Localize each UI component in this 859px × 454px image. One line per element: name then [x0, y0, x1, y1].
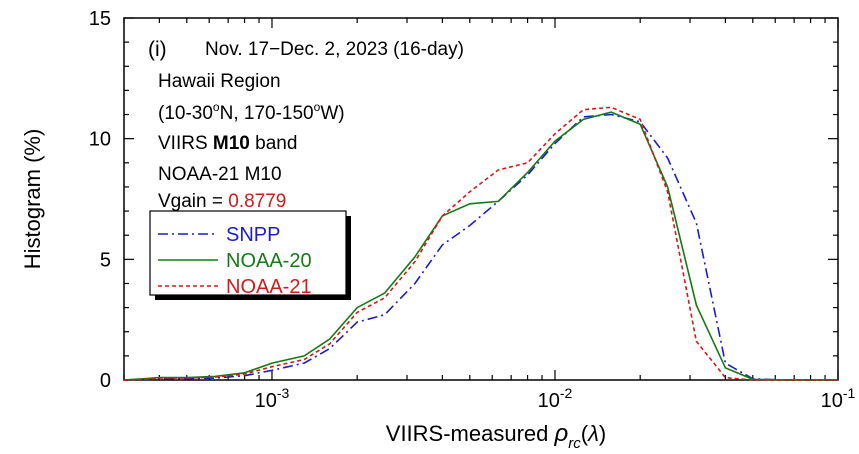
x-tick-label: 10-3: [255, 385, 290, 412]
y-tick-label: 5: [100, 249, 111, 271]
period-label: Nov. 17−Dec. 2, 2023 (16-day): [205, 39, 464, 60]
y-tick-label: 0: [100, 370, 111, 392]
legend-box: [149, 210, 347, 296]
series-layer: [123, 106, 838, 381]
band-label: VIIRS M10 band: [158, 133, 297, 154]
region-label: Hawaii Region: [158, 71, 281, 92]
panel-label: (i): [148, 38, 167, 61]
legend-label-noaa-20: NOAA-20: [226, 250, 312, 272]
series-line-snpp: [123, 113, 838, 381]
vgain-value: 0.8779: [228, 191, 286, 212]
legend-label-snpp: SNPP: [226, 224, 280, 246]
y-axis-title: Histogram (%): [20, 129, 45, 270]
x-tick-label: 10-2: [538, 385, 573, 412]
series-line-noaa-21: [123, 106, 838, 381]
coords-label: (10-30oN, 170-150oW): [158, 100, 345, 124]
x-axis-title: VIIRS-measured ρrc(λ): [386, 420, 606, 452]
y-tick-label: 10: [89, 129, 111, 151]
legend-label-noaa-21: NOAA-21: [226, 276, 312, 298]
vgain-label: Vgain = 0.8779: [158, 191, 286, 212]
sensor-label: NOAA-21 M10: [158, 164, 282, 185]
x-tick-label: 10-1: [821, 385, 856, 412]
x-axis-ticks: 10-3 10-2 10-1: [123, 18, 856, 412]
y-tick-label: 15: [89, 8, 111, 30]
plot-frame: [123, 17, 839, 381]
y-axis-ticks: 0 5 10 15: [89, 8, 838, 392]
series-line-noaa-20: [123, 111, 838, 381]
legend: SNPP NOAA-20 NOAA-21: [149, 210, 351, 300]
